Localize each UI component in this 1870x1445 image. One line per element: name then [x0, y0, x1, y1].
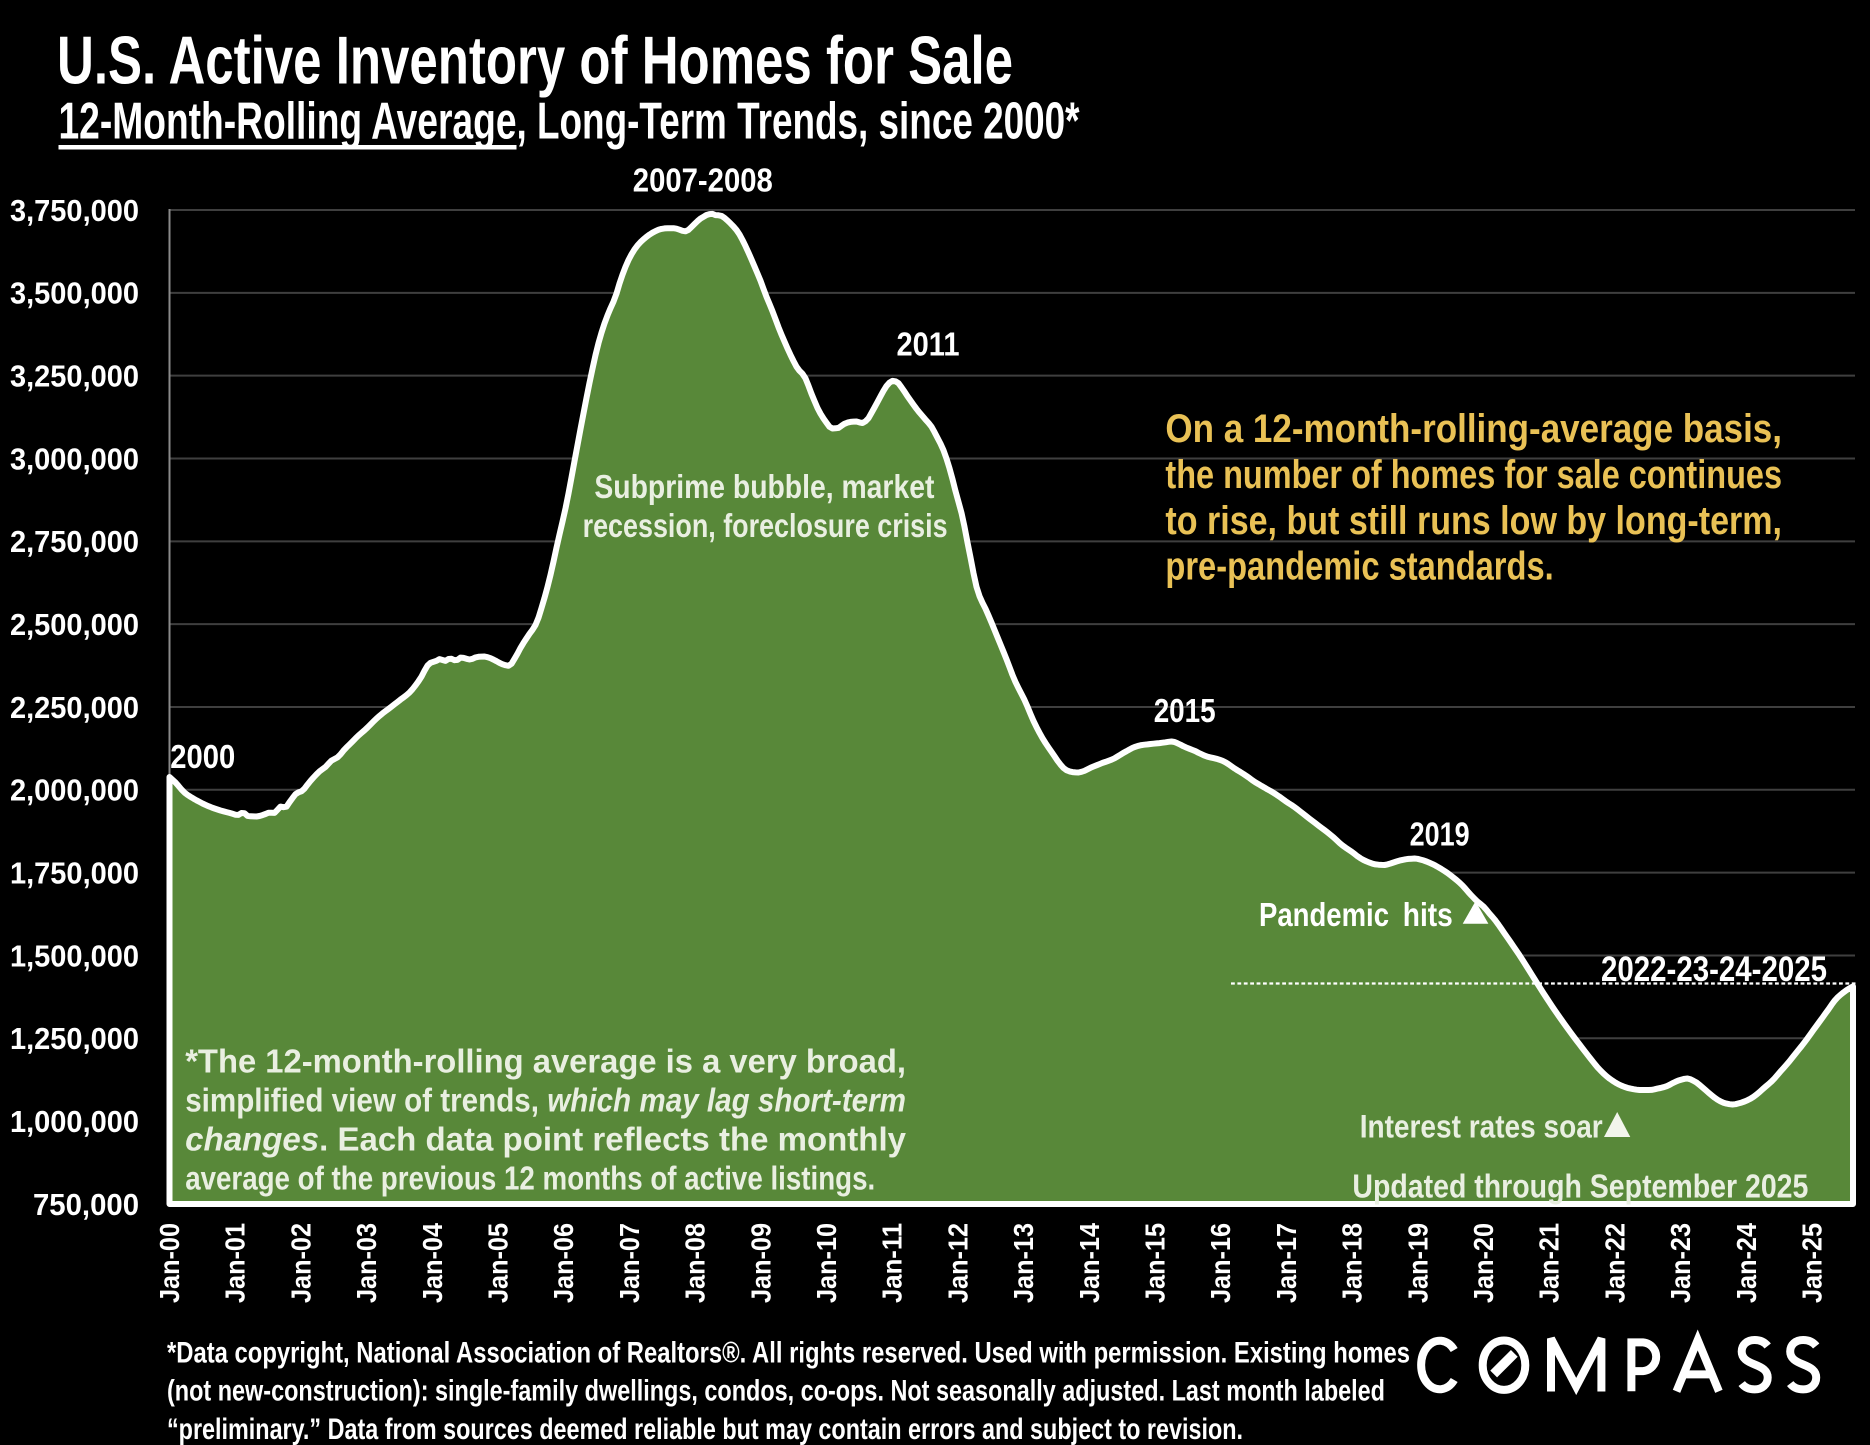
svg-text:Jan-06: Jan-06 — [548, 1223, 579, 1303]
svg-text:Jan-21: Jan-21 — [1534, 1223, 1565, 1303]
svg-text:Jan-05: Jan-05 — [483, 1223, 514, 1303]
svg-text:to rise, but still runs low by: to rise, but still runs low by long-term… — [1165, 499, 1782, 543]
svg-text:2015: 2015 — [1154, 692, 1216, 729]
svg-text:Jan-24: Jan-24 — [1731, 1223, 1762, 1303]
svg-text:Jan-23: Jan-23 — [1665, 1223, 1696, 1303]
svg-text:Jan-10: Jan-10 — [811, 1223, 842, 1303]
svg-text:Jan-19: Jan-19 — [1402, 1223, 1433, 1303]
svg-text:3,000,000: 3,000,000 — [10, 442, 139, 476]
svg-text:*Data copyright, National Asso: *Data copyright, National Association of… — [167, 1337, 1410, 1370]
svg-text:2,500,000: 2,500,000 — [10, 608, 139, 642]
svg-text:U.S. Active Inventory of Homes: U.S. Active Inventory of Homes for Sale — [57, 23, 1013, 99]
svg-text:Jan-03: Jan-03 — [351, 1223, 382, 1303]
svg-text:2011: 2011 — [897, 326, 960, 363]
svg-text:the number of homes for sale c: the number of homes for sale continues — [1165, 453, 1782, 497]
svg-text:2019: 2019 — [1410, 815, 1470, 852]
svg-text:3,250,000: 3,250,000 — [10, 360, 139, 394]
svg-text:1,000,000: 1,000,000 — [10, 1105, 139, 1139]
svg-text:1,250,000: 1,250,000 — [10, 1022, 139, 1056]
svg-text:Jan-08: Jan-08 — [680, 1223, 711, 1303]
svg-text:“preliminary.” Data from sourc: “preliminary.” Data from sources deemed … — [167, 1413, 1243, 1445]
svg-text:Jan-17: Jan-17 — [1271, 1223, 1302, 1303]
svg-text:(not new-construction): single: (not new-construction): single-family dw… — [167, 1375, 1385, 1408]
svg-text:Jan-00: Jan-00 — [154, 1223, 185, 1303]
svg-text:Jan-22: Jan-22 — [1599, 1223, 1630, 1303]
svg-text:changes. Each data point refle: changes. Each data point reflects the mo… — [185, 1121, 906, 1158]
svg-text:1,750,000: 1,750,000 — [10, 856, 139, 890]
svg-text:Jan-04: Jan-04 — [417, 1223, 448, 1303]
svg-text:recession, foreclosure crisis: recession, foreclosure crisis — [583, 507, 948, 544]
svg-text:Jan-12: Jan-12 — [942, 1223, 973, 1303]
svg-text:3,500,000: 3,500,000 — [10, 277, 139, 311]
svg-text:hits: hits — [1403, 896, 1453, 933]
svg-text:2000: 2000 — [170, 738, 235, 775]
svg-text:Jan-13: Jan-13 — [1008, 1223, 1039, 1303]
svg-text:3,750,000: 3,750,000 — [10, 194, 139, 228]
svg-text:Jan-09: Jan-09 — [745, 1223, 776, 1303]
svg-text:Updated through September 2025: Updated through September 2025 — [1352, 1167, 1808, 1204]
svg-text:Pandemic: Pandemic — [1259, 896, 1389, 933]
svg-text:Jan-14: Jan-14 — [1074, 1223, 1105, 1303]
svg-text:2022-23-24-2025: 2022-23-24-2025 — [1601, 950, 1827, 989]
svg-text:Subprime bubble, market: Subprime bubble, market — [594, 468, 934, 505]
svg-text:simplified view of trends, whi: simplified view of trends, which may lag… — [185, 1082, 906, 1119]
svg-text:Jan-07: Jan-07 — [614, 1223, 645, 1303]
svg-text:On a 12-month-rolling-average: On a 12-month-rolling-average basis, — [1165, 407, 1782, 451]
svg-text:2007-2008: 2007-2008 — [633, 162, 773, 199]
svg-text:, Long-Term Trends, since 2000: , Long-Term Trends, since 2000* — [517, 92, 1081, 150]
svg-text:Jan-25: Jan-25 — [1797, 1223, 1828, 1303]
svg-text:Interest rates soar: Interest rates soar — [1360, 1109, 1603, 1145]
svg-text:Jan-15: Jan-15 — [1140, 1223, 1171, 1303]
svg-text:1,500,000: 1,500,000 — [10, 939, 139, 973]
svg-text:12-Month-Rolling Average: 12-Month-Rolling Average — [59, 92, 517, 150]
svg-text:2,000,000: 2,000,000 — [10, 774, 139, 808]
svg-text:750,000: 750,000 — [33, 1188, 139, 1222]
svg-text:Jan-18: Jan-18 — [1337, 1223, 1368, 1303]
svg-text:Jan-16: Jan-16 — [1205, 1223, 1236, 1303]
svg-text:Jan-01: Jan-01 — [220, 1223, 251, 1303]
svg-text:Jan-20: Jan-20 — [1468, 1223, 1499, 1303]
svg-text:Jan-02: Jan-02 — [285, 1223, 316, 1303]
svg-text:average of the previous 12 mon: average of the previous 12 months of act… — [185, 1159, 875, 1196]
svg-text:2,250,000: 2,250,000 — [10, 691, 139, 725]
svg-text:*The 12-month-rolling average: *The 12-month-rolling average is a very … — [185, 1043, 906, 1080]
svg-text:Jan-11: Jan-11 — [877, 1223, 908, 1303]
svg-text:pre-pandemic standards.: pre-pandemic standards. — [1165, 545, 1553, 589]
svg-text:2,750,000: 2,750,000 — [10, 525, 139, 559]
